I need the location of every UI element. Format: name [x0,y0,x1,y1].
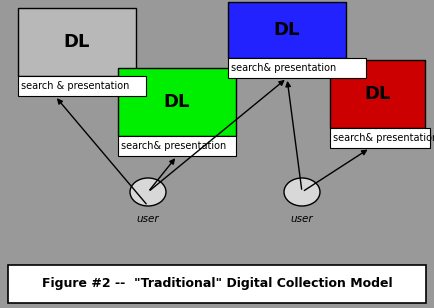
Text: Figure #2 --  "Traditional" Digital Collection Model: Figure #2 -- "Traditional" Digital Colle… [42,278,392,290]
Text: DL: DL [64,33,90,51]
Bar [18,76,146,96]
Ellipse shape [284,178,320,206]
Text: DL: DL [274,21,300,39]
Bar [330,60,425,128]
Text: user: user [291,214,313,224]
Bar [8,265,426,303]
Bar [118,136,236,156]
Text: DL: DL [164,93,190,111]
Bar [330,128,430,148]
Bar [118,68,236,136]
Text: search& presentation: search& presentation [333,133,434,143]
Bar [18,8,136,76]
Text: user: user [137,214,159,224]
Text: search& presentation: search& presentation [231,63,336,73]
Text: search& presentation: search& presentation [121,141,226,151]
Text: search & presentation: search & presentation [21,81,129,91]
Bar [228,58,366,78]
Bar [228,2,346,58]
Ellipse shape [130,178,166,206]
Text: DL: DL [364,85,391,103]
